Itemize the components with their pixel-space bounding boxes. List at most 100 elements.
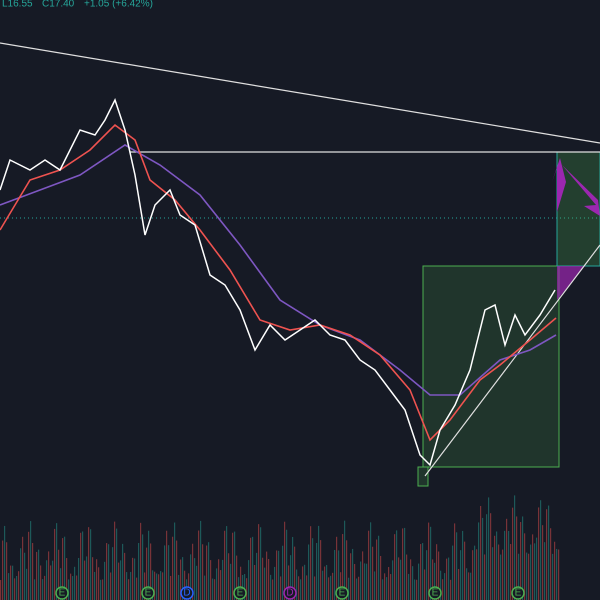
volume-bar <box>154 571 156 600</box>
range-box-small <box>417 466 429 487</box>
volume-bar <box>74 566 76 600</box>
volume-bar <box>94 571 96 600</box>
volume-bar <box>488 497 490 600</box>
volume-bar <box>268 559 270 600</box>
volume-bar <box>320 540 322 600</box>
volume-bar <box>298 576 300 600</box>
volume-bar <box>212 578 214 600</box>
volume-bar <box>38 549 40 600</box>
volume-bar <box>260 527 262 600</box>
volume-bar <box>178 574 180 600</box>
volume-bar <box>202 544 204 600</box>
volume-bar <box>440 570 442 600</box>
volume-bar <box>226 526 228 600</box>
volume-bar <box>470 572 472 600</box>
change-label: +1.05 (+6.42%) <box>84 0 153 10</box>
volume-bar <box>192 543 194 600</box>
volume-bar <box>550 528 552 600</box>
volume-bar <box>548 505 550 600</box>
volume-bar <box>454 523 456 600</box>
volume-bar <box>172 536 174 600</box>
volume-bar <box>414 579 416 600</box>
volume-bar <box>464 541 466 600</box>
volume-bar <box>126 572 128 600</box>
volume-bar <box>510 544 512 600</box>
volume-bar <box>386 577 388 600</box>
volume-bar <box>542 525 544 600</box>
volume-bar <box>250 537 252 600</box>
volume-bar <box>388 567 390 600</box>
marker-label: E <box>59 588 66 599</box>
volume-bar <box>356 578 358 600</box>
volume-bar <box>228 553 230 600</box>
volume-bar <box>420 544 422 600</box>
volume-bar <box>118 562 120 600</box>
volume-bar <box>426 550 428 600</box>
volume-bar <box>122 543 124 600</box>
volume-bar <box>44 575 46 600</box>
volume-bar <box>300 579 302 600</box>
volume-bar <box>42 579 44 600</box>
marker-circle <box>55 586 69 600</box>
volume-bar <box>244 573 246 600</box>
volume-bar <box>164 545 166 600</box>
volume-bar <box>352 548 354 600</box>
volume-bar <box>286 529 288 600</box>
volume-bar <box>148 530 150 600</box>
volume-bar <box>132 557 134 600</box>
volume-bar <box>46 560 48 600</box>
volume-bar <box>556 548 558 600</box>
volume-bar <box>22 536 24 600</box>
volume-bar <box>84 560 86 600</box>
volume-bar <box>182 557 184 600</box>
volume-bar <box>494 535 496 600</box>
volume-bar <box>522 516 524 600</box>
volume-bar <box>30 521 32 600</box>
volume-bar <box>432 559 434 600</box>
volume-bar <box>292 536 294 600</box>
volume-bar <box>54 528 56 600</box>
ma-fast <box>0 123 557 442</box>
marker-label: D <box>183 588 190 599</box>
volume-bar <box>196 565 198 600</box>
volume-bar <box>448 557 450 600</box>
volume-bar <box>312 538 314 600</box>
volume-bar <box>66 558 68 600</box>
volume-bar <box>34 579 36 600</box>
volume-bar <box>156 573 158 600</box>
volume-bar <box>158 574 160 600</box>
volume-bar <box>104 561 106 600</box>
volume-bar <box>184 570 186 600</box>
volume-bar <box>514 495 516 600</box>
marker-circle <box>511 586 525 600</box>
volume-bar <box>218 559 220 600</box>
volume-bar <box>332 572 334 600</box>
volume-bar <box>116 528 118 600</box>
volume-bar <box>64 536 66 600</box>
volume-bar <box>402 528 404 600</box>
volume-bar <box>8 573 10 600</box>
volume-bar <box>284 521 286 600</box>
volume-bar <box>324 566 326 600</box>
volume-bar <box>296 569 298 600</box>
marker-label: E <box>339 588 346 599</box>
volume-bar <box>334 549 336 600</box>
volume-bar <box>36 551 38 600</box>
trend-line <box>0 42 600 144</box>
volume-bar <box>540 500 542 600</box>
volume-bar <box>134 558 136 600</box>
volume-bar <box>162 572 164 600</box>
volume-bar <box>236 555 238 600</box>
volume-bar <box>508 530 510 600</box>
volume-bar <box>486 514 488 600</box>
volume-bar <box>424 569 426 600</box>
volume-bar <box>32 542 34 600</box>
volume-bar <box>272 579 274 600</box>
volume-bar <box>326 564 328 600</box>
volume-bar <box>40 565 42 600</box>
volume-bar <box>270 574 272 600</box>
volume-bar <box>92 557 94 600</box>
volume-bar <box>390 574 392 600</box>
